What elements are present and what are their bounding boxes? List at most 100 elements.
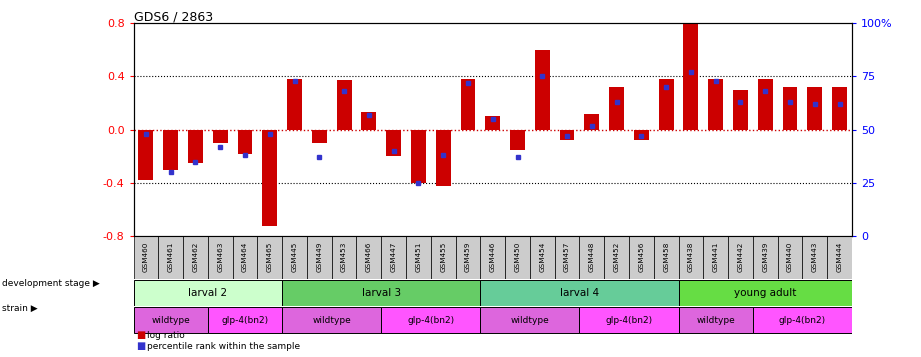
Text: GSM442: GSM442 [738, 241, 743, 272]
Bar [257, 236, 282, 279]
Text: ■: ■ [136, 330, 146, 340]
Bar [530, 236, 554, 279]
Text: GSM453: GSM453 [341, 241, 347, 272]
Text: GSM460: GSM460 [143, 241, 149, 272]
Bar [481, 280, 679, 306]
Bar [188, 130, 203, 163]
Bar [683, 23, 698, 130]
Bar [356, 236, 381, 279]
Bar [282, 280, 481, 306]
Bar [238, 130, 252, 154]
Text: wildtype: wildtype [696, 316, 735, 325]
Bar [535, 50, 550, 130]
Text: GSM451: GSM451 [415, 241, 422, 272]
Text: strain ▶: strain ▶ [2, 304, 38, 313]
Bar [585, 114, 600, 130]
Bar [579, 307, 679, 333]
Bar [634, 130, 648, 140]
Bar [579, 236, 604, 279]
Bar [777, 236, 802, 279]
Text: GSM465: GSM465 [267, 241, 273, 272]
Bar [158, 236, 183, 279]
Bar [287, 79, 302, 130]
Text: GSM445: GSM445 [292, 241, 297, 272]
Bar [485, 116, 500, 130]
Bar [213, 130, 227, 143]
Bar [752, 236, 777, 279]
Text: wildtype: wildtype [510, 316, 549, 325]
Bar [832, 87, 847, 130]
Bar [505, 236, 530, 279]
Text: GSM456: GSM456 [638, 241, 645, 272]
Bar [460, 79, 475, 130]
Bar [262, 130, 277, 226]
Bar [456, 236, 481, 279]
Bar [679, 280, 852, 306]
Bar [134, 307, 208, 333]
Bar [183, 236, 208, 279]
Text: GSM440: GSM440 [787, 241, 793, 272]
Bar [381, 236, 406, 279]
Text: glp-4(bn2): glp-4(bn2) [221, 316, 269, 325]
Bar [386, 130, 401, 156]
Bar [510, 130, 525, 150]
Bar [827, 236, 852, 279]
Text: larval 3: larval 3 [362, 288, 401, 298]
Bar [332, 236, 356, 279]
Bar [431, 236, 456, 279]
Text: GSM459: GSM459 [465, 241, 471, 272]
Text: GSM462: GSM462 [192, 241, 198, 272]
Text: GSM466: GSM466 [366, 241, 372, 272]
Bar [208, 236, 233, 279]
Text: GSM458: GSM458 [663, 241, 670, 272]
Bar [604, 236, 629, 279]
Bar [481, 307, 579, 333]
Text: GSM448: GSM448 [589, 241, 595, 272]
Bar [361, 112, 377, 130]
Text: GSM438: GSM438 [688, 241, 694, 272]
Bar [729, 236, 752, 279]
Bar [282, 236, 307, 279]
Bar [554, 236, 579, 279]
Bar [381, 307, 481, 333]
Text: GSM444: GSM444 [836, 241, 843, 272]
Bar [406, 236, 431, 279]
Bar [783, 87, 798, 130]
Bar [436, 130, 450, 186]
Bar [679, 236, 704, 279]
Bar [163, 130, 178, 170]
Text: GSM463: GSM463 [217, 241, 223, 272]
Text: GSM454: GSM454 [540, 241, 545, 272]
Bar [679, 307, 752, 333]
Text: GSM446: GSM446 [490, 241, 495, 272]
Bar [411, 130, 426, 183]
Bar [282, 307, 381, 333]
Bar [654, 236, 679, 279]
Text: ■: ■ [136, 341, 146, 351]
Bar [708, 79, 723, 130]
Bar [808, 87, 822, 130]
Text: glp-4(bn2): glp-4(bn2) [605, 316, 653, 325]
Text: GSM455: GSM455 [440, 241, 446, 272]
Bar [560, 130, 575, 140]
Bar [233, 236, 257, 279]
Text: young adult: young adult [734, 288, 797, 298]
Text: glp-4(bn2): glp-4(bn2) [779, 316, 826, 325]
Bar [609, 87, 624, 130]
Bar [134, 236, 158, 279]
Bar [307, 236, 332, 279]
Text: GSM457: GSM457 [564, 241, 570, 272]
Text: GSM441: GSM441 [713, 241, 718, 272]
Bar [312, 130, 327, 143]
Text: GSM443: GSM443 [811, 241, 818, 272]
Text: GSM461: GSM461 [168, 241, 174, 272]
Text: larval 4: larval 4 [560, 288, 599, 298]
Bar [134, 280, 282, 306]
Text: GSM464: GSM464 [242, 241, 248, 272]
Text: wildtype: wildtype [312, 316, 351, 325]
Text: GSM447: GSM447 [391, 241, 397, 272]
Text: log ratio: log ratio [147, 331, 185, 340]
Bar [208, 307, 282, 333]
Text: GSM452: GSM452 [613, 241, 620, 272]
Bar [752, 307, 852, 333]
